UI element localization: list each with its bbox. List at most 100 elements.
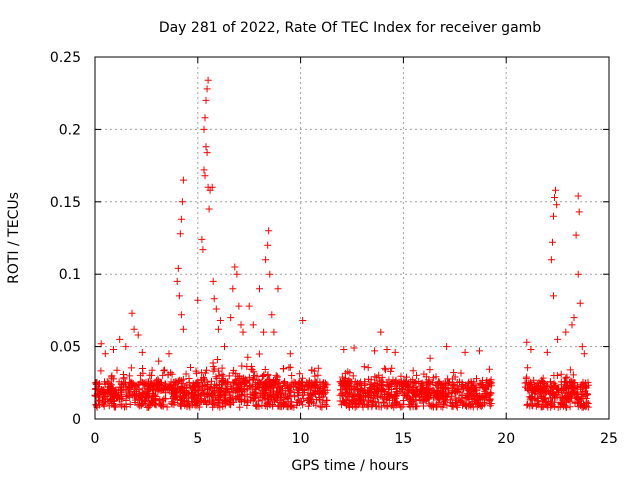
- data-point: [266, 393, 274, 400]
- data-point: [479, 376, 486, 384]
- data-point: [571, 398, 579, 406]
- data-point: [250, 368, 258, 376]
- data-point: [179, 397, 187, 404]
- data-point: [306, 390, 314, 398]
- data-point: [551, 194, 558, 201]
- data-point: [201, 382, 209, 390]
- data-point: [205, 205, 213, 213]
- data-point: [266, 270, 274, 278]
- x-tick-label: 15: [394, 431, 412, 447]
- data-point: [526, 393, 534, 401]
- data-point: [174, 264, 182, 272]
- data-point: [275, 402, 283, 410]
- data-point: [171, 388, 179, 396]
- data-point: [179, 325, 187, 333]
- data-point: [443, 343, 451, 351]
- data-point: [554, 385, 562, 393]
- data-point: [214, 387, 222, 395]
- data-point: [428, 401, 436, 409]
- data-point: [179, 176, 187, 184]
- data-point: [575, 208, 583, 216]
- data-point: [357, 378, 365, 386]
- data-point: [557, 370, 565, 378]
- data-point: [214, 398, 222, 406]
- data-point: [211, 393, 219, 401]
- data-point: [93, 402, 100, 410]
- data-point: [412, 396, 420, 404]
- data-point: [308, 366, 316, 374]
- data-point: [566, 403, 574, 411]
- data-point: [146, 371, 154, 379]
- data-point: [255, 350, 263, 358]
- data-point: [285, 387, 293, 395]
- data-point: [443, 393, 451, 400]
- data-point: [377, 381, 385, 389]
- data-point: [106, 380, 114, 388]
- data-point: [171, 399, 179, 406]
- data-point: [342, 390, 350, 398]
- data-point: [232, 395, 240, 402]
- data-point: [215, 392, 223, 400]
- data-point: [344, 368, 352, 376]
- data-point: [299, 382, 306, 390]
- data-point: [235, 375, 243, 383]
- data-point: [423, 381, 430, 389]
- data-point: [357, 385, 365, 392]
- data-point: [426, 354, 434, 362]
- data-point: [470, 382, 478, 390]
- data-point: [467, 401, 475, 408]
- data-point: [459, 381, 467, 388]
- data-point: [417, 380, 425, 387]
- data-point: [268, 394, 276, 402]
- data-point: [522, 375, 530, 383]
- data-point: [477, 393, 485, 401]
- data-point: [201, 391, 209, 399]
- y-tick-label: 0.25: [50, 50, 81, 66]
- data-point: [373, 380, 381, 388]
- data-point: [261, 366, 269, 373]
- data-point: [108, 381, 115, 389]
- data-point: [574, 192, 582, 200]
- data-point: [531, 394, 539, 402]
- data-point: [560, 402, 567, 410]
- data-point: [143, 403, 151, 411]
- data-point: [292, 379, 300, 387]
- data-point: [538, 392, 546, 400]
- data-point: [219, 372, 227, 380]
- data-point: [345, 400, 353, 408]
- data-point: [238, 362, 246, 370]
- data-point: [569, 371, 577, 379]
- data-point: [128, 309, 136, 317]
- data-point: [528, 400, 536, 408]
- data-point: [127, 380, 135, 387]
- data-point: [300, 387, 308, 394]
- data-point: [183, 402, 191, 410]
- data-point: [553, 372, 561, 379]
- data-point: [482, 389, 490, 397]
- data-point: [364, 364, 372, 372]
- data-point: [158, 379, 166, 387]
- data-point: [245, 373, 253, 381]
- data-point: [529, 384, 536, 392]
- data-point: [114, 393, 121, 401]
- data-point: [465, 396, 473, 404]
- data-point: [117, 383, 125, 391]
- data-point: [409, 367, 417, 375]
- data-point: [391, 348, 399, 356]
- data-point: [239, 328, 247, 336]
- data-point: [203, 85, 211, 93]
- data-point: [572, 231, 580, 239]
- data-point: [177, 382, 185, 390]
- data-point: [130, 388, 138, 396]
- data-point: [524, 364, 532, 372]
- data-point: [120, 371, 127, 378]
- data-point: [447, 381, 455, 389]
- data-point: [429, 374, 437, 382]
- data-point: [549, 384, 557, 392]
- data-point: [307, 389, 315, 397]
- data-point: [262, 382, 270, 390]
- data-point: [340, 377, 348, 385]
- data-point: [314, 371, 322, 379]
- data-point: [523, 338, 531, 346]
